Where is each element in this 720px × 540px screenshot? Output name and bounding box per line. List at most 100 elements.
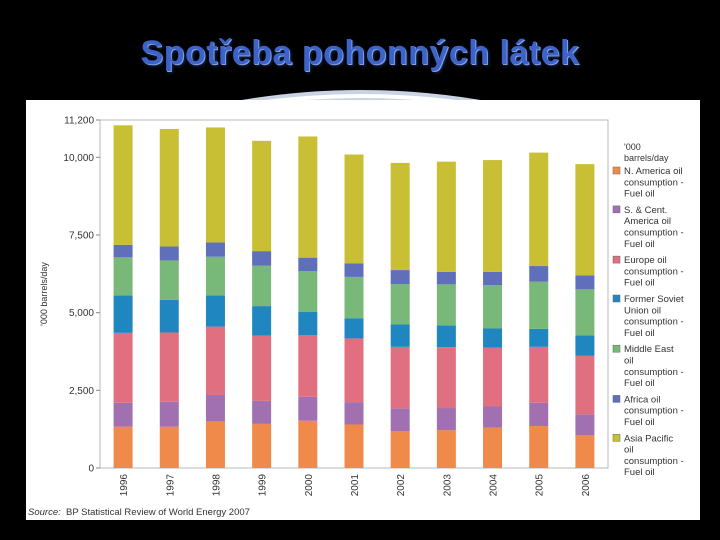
bar-segment <box>298 271 318 313</box>
y-tick-label: 7,500 <box>69 230 94 241</box>
slide-title: Spotřeba pohonných látek <box>140 34 580 72</box>
bar-segment <box>390 284 410 325</box>
bar-segment <box>205 421 225 468</box>
y-tick-label: 11,200 <box>64 116 94 127</box>
bar-segment <box>436 284 456 326</box>
bar-segment <box>252 335 272 401</box>
bar-segment <box>205 295 225 327</box>
y-tick-label: 2,500 <box>69 386 94 397</box>
bar-segment <box>529 402 549 427</box>
bar-segment <box>483 160 503 272</box>
legend-label: Europe oil consumption -Fuel oil <box>624 255 684 289</box>
y-axis: 0 2,500 5,000 7,500 10,000 11,200 <box>63 116 100 475</box>
bar-segment <box>113 332 133 403</box>
legend-swatch <box>612 205 621 214</box>
bar-segment <box>390 324 410 347</box>
bar-segment <box>575 275 595 290</box>
bar-segment <box>205 127 225 243</box>
bar-segment <box>205 326 225 395</box>
bar-segment <box>529 328 549 347</box>
legend-label: S. & Cent. America oil consumption -Fuel o… <box>624 205 684 250</box>
bar-segment <box>390 270 410 285</box>
bar-segment <box>344 276 364 319</box>
bar-segment <box>298 257 318 272</box>
x-axis: 1996 1997 1998 1999 2000 2001 2002 2003 2004 2005… <box>119 474 592 497</box>
x-tick-label: 2002 <box>396 474 407 497</box>
bar-segment <box>483 347 503 407</box>
bar-segment <box>575 164 595 276</box>
legend-label: Asia Pacific oil consumption -Fuel oil <box>624 433 684 478</box>
bar-segment <box>252 400 272 424</box>
bar-segment <box>575 435 595 468</box>
source-label: Source: <box>28 507 61 518</box>
bar-segment <box>575 414 595 436</box>
bar-segment <box>529 152 549 267</box>
bar-segment <box>483 406 503 428</box>
chart-panel: 0 2,500 5,000 7,500 10,000 11,200 1996 1997 199… <box>26 100 700 520</box>
bar-segment <box>390 431 410 468</box>
x-tick-label: 2006 <box>581 474 592 497</box>
x-tick-label: 1997 <box>165 474 176 497</box>
bar-segment <box>436 161 456 272</box>
legend-label: Middle East oil consumption -Fuel oil <box>624 344 684 389</box>
legend-swatch <box>612 166 621 175</box>
bar-segment <box>436 430 456 468</box>
bar-segment <box>159 299 179 333</box>
x-tick-label: 1996 <box>119 474 130 497</box>
bar-segment <box>436 347 456 409</box>
source-text: BP Statistical Review of World Energy 20… <box>66 507 250 518</box>
y-tick-label: 5,000 <box>69 308 94 319</box>
bar-segment <box>575 355 595 415</box>
bar-segment <box>252 251 272 266</box>
bar-segment <box>252 265 272 307</box>
bar-segment <box>436 271 456 285</box>
legend-label: Africa oil consumption -Fuel oil <box>624 394 684 428</box>
bar-segment <box>483 271 503 285</box>
legend-swatch <box>612 395 621 403</box>
bar-segment <box>205 242 225 257</box>
y-axis-label: '000 barrels/day <box>39 262 49 326</box>
bar-segment <box>113 426 133 468</box>
bar-segment <box>113 257 133 296</box>
legend: '000 barrels/day N. America oil consumptio… <box>612 142 684 478</box>
bar-segment <box>113 402 133 427</box>
y-tick-label: 0 <box>88 464 94 475</box>
x-tick-label: 2000 <box>304 474 315 497</box>
legend-label: N. America oil consumption -Fuel oil <box>624 166 684 200</box>
bar-segment <box>390 346 410 409</box>
bar-segment <box>344 154 364 264</box>
bar-segment <box>159 246 179 261</box>
x-tick-label: 2001 <box>350 474 361 497</box>
bar-segment <box>298 420 318 468</box>
bar-segment <box>344 318 364 339</box>
bar-segment <box>344 263 364 277</box>
bar-segment <box>159 332 179 402</box>
bar-segment <box>529 281 549 329</box>
bar-segment <box>529 346 549 403</box>
bar-segment <box>298 136 318 258</box>
bar-segment <box>436 325 456 348</box>
stacked-bar-chart: 0 2,500 5,000 7,500 10,000 11,200 1996 1997 199… <box>28 116 684 519</box>
bar-segment <box>575 289 595 336</box>
bar-segment <box>159 426 179 468</box>
bar-segment <box>252 140 272 252</box>
bar-segment <box>344 402 364 425</box>
bar-segment <box>113 125 133 245</box>
bar-segment <box>298 312 318 336</box>
bar-segment <box>529 266 549 282</box>
y-tick-label: 10,000 <box>63 153 94 164</box>
bars <box>113 125 595 468</box>
bar-segment <box>113 295 133 333</box>
x-tick-label: 1998 <box>211 474 222 497</box>
bar-segment <box>390 162 410 271</box>
legend-label: Former Soviet Union oil consumption -Fuel … <box>624 294 684 339</box>
bar-segment <box>159 260 179 300</box>
bar-segment <box>159 129 179 247</box>
bar-segment <box>298 335 318 397</box>
bar-segment <box>298 396 318 421</box>
x-tick-label: 1999 <box>258 474 269 497</box>
bar-segment <box>252 306 272 336</box>
x-tick-label: 2003 <box>442 474 453 497</box>
legend-swatch <box>612 255 621 264</box>
x-tick-label: 2005 <box>535 474 546 497</box>
